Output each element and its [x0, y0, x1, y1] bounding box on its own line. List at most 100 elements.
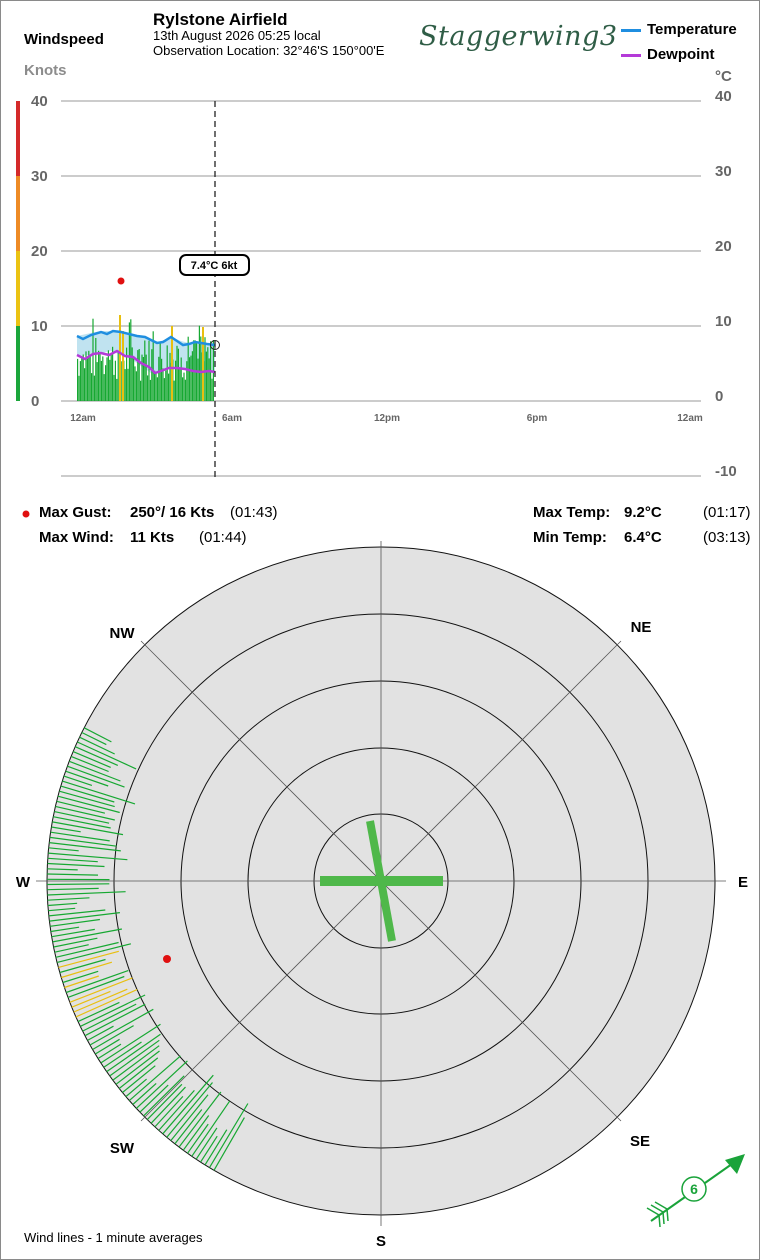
rose-wind-line: [67, 765, 125, 788]
rose-wind-line: [53, 937, 98, 948]
rose-wind-line: [83, 727, 112, 743]
windspeed-title: Windspeed: [24, 31, 104, 48]
rose-wind-line: [58, 950, 119, 968]
compass-nw: NW: [110, 625, 136, 642]
wind-bar: [79, 361, 81, 401]
wind-bar: [112, 346, 114, 401]
wind-bar: [176, 345, 178, 401]
rose-wind-line: [68, 760, 121, 782]
legend-dewpoint-label: Dewpoint: [647, 46, 715, 63]
rose-wind-line: [146, 1083, 183, 1121]
wind-bar: [179, 368, 181, 401]
rose-wind-line: [63, 775, 93, 786]
wind-bar: [207, 347, 209, 401]
wind-bar: [197, 358, 199, 401]
legend-temperature-label: Temperature: [647, 21, 737, 38]
dewpoint-line: [76, 349, 216, 375]
max-wind-time: (01:44): [199, 529, 247, 546]
rose-wind-line: [62, 780, 136, 805]
rose-wind-line: [47, 868, 78, 871]
max-gust-dot: [117, 277, 125, 285]
rose-wind-line: [125, 1078, 147, 1098]
rose-wind-line: [47, 873, 99, 876]
wind-bar: [162, 368, 164, 401]
rose-wind-line: [47, 862, 105, 868]
max-gust-value: 250°/ 16 Kts: [130, 504, 215, 521]
rose-wind-line: [47, 897, 90, 901]
gust-bar: [202, 327, 204, 401]
wind-bar: [106, 357, 108, 401]
rose-wind-line: [61, 961, 113, 979]
time-tick: 12am: [70, 413, 96, 424]
rose-wind-line: [65, 770, 109, 787]
wind-bar: [126, 347, 128, 401]
wind-bar: [190, 355, 192, 401]
wind-bar: [147, 375, 149, 401]
rose-wind-line: [208, 1103, 249, 1168]
scale-red: [16, 101, 20, 176]
wind-bar: [163, 378, 165, 401]
rose-wind-line: [49, 836, 117, 847]
wind-bar: [189, 357, 191, 401]
left-ticks: 40 30 20 10 0: [31, 93, 48, 410]
wind-bar: [144, 340, 146, 401]
rose-wind-line: [80, 994, 146, 1027]
wind-bar: [149, 379, 151, 401]
right-ticks: °C 40 30 20 10 0 -10: [715, 68, 737, 480]
station-name: Rylstone Airfield: [153, 10, 288, 29]
rose-wind-line: [191, 1100, 231, 1157]
rose-wind-line: [166, 1082, 213, 1138]
wind-bar: [131, 347, 133, 401]
wind-direction-arrow-icon: 6: [646, 1154, 745, 1228]
rose-wind-line: [132, 1082, 157, 1105]
rose-wind-lines: [46, 727, 249, 1171]
rose-wind-line: [81, 731, 107, 746]
rose-wind-line: [64, 975, 99, 989]
right-tick: -10: [715, 463, 737, 480]
observation-date: 13th August 2026 05:25 local: [153, 28, 321, 43]
wind-bar: [91, 373, 93, 401]
rose-wind-line: [77, 741, 137, 770]
wind-bar: [109, 359, 111, 401]
rose-wind-line: [162, 1074, 214, 1135]
max-temp-label: Max Temp:: [533, 504, 611, 521]
wind-bar: [141, 354, 143, 401]
cursor-tooltip: 7.4°C 6kt: [191, 260, 238, 272]
wind-bar: [81, 357, 83, 401]
rose-wind-line: [47, 902, 78, 907]
rose-wind-line: [115, 1050, 160, 1085]
compass-ne: NE: [631, 619, 652, 636]
brand-logo: Staggerwing3: [419, 21, 618, 52]
wind-bar: [99, 353, 101, 401]
wind-bar: [92, 318, 94, 401]
current-wind-cross: [320, 820, 443, 942]
legend-temperature[interactable]: Temperature: [621, 21, 737, 38]
rose-wind-line: [65, 969, 129, 994]
rose-wind-line: [178, 1091, 222, 1148]
wind-bar: [77, 358, 79, 401]
rose-wind-line: [57, 795, 120, 814]
legend-dewpoint[interactable]: Dewpoint: [621, 46, 715, 63]
wind-bar: [151, 349, 153, 401]
rose-wind-line: [106, 1033, 161, 1073]
wind-bar: [86, 358, 88, 401]
rose-wind-line: [94, 1038, 120, 1055]
wind-bar: [105, 365, 107, 401]
wind-bar: [173, 380, 175, 401]
wind-bar: [186, 361, 188, 401]
rose-wind-line: [59, 790, 115, 808]
wind-bar: [95, 338, 97, 401]
right-tick: 30: [715, 163, 732, 180]
wind-bar: [175, 360, 177, 401]
rose-wind-line: [122, 1065, 156, 1093]
left-tick: 40: [31, 93, 48, 110]
wind-bar: [78, 375, 80, 401]
time-tick: 12am: [677, 413, 703, 424]
scale-yellow: [16, 251, 20, 326]
spread-fill: [77, 331, 215, 373]
rose-wind-line: [49, 842, 121, 852]
rose-wind-line: [49, 912, 120, 922]
wind-rose: N NE E SE S SW W NW: [16, 541, 748, 1250]
wind-bar: [182, 377, 184, 401]
compass-w: W: [16, 874, 31, 891]
